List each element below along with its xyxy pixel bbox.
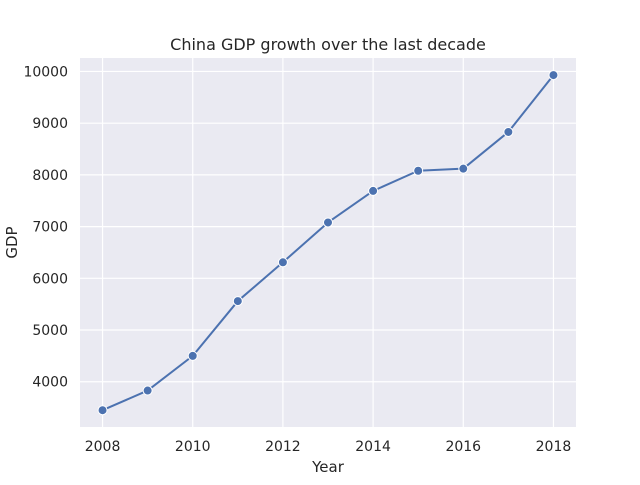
x-tick-label: 2016 [445, 439, 481, 455]
x-axis-label: Year [311, 458, 345, 476]
x-axis-ticks: 2008 2010 2012 2014 2016 2018 [85, 439, 572, 455]
data-point [503, 126, 514, 137]
data-point [368, 185, 379, 196]
y-tick-label: 7000 [32, 220, 68, 236]
x-tick-label: 2008 [85, 439, 121, 455]
plot-area [80, 58, 576, 427]
data-point [323, 217, 333, 228]
data-point [187, 350, 198, 361]
y-tick-label: 10000 [23, 64, 68, 80]
y-tick-label: 5000 [32, 323, 68, 339]
x-tick-label: 2018 [536, 439, 572, 455]
chart-title: China GDP growth over the last decade [170, 35, 486, 54]
data-point [548, 70, 559, 81]
data-point [413, 165, 424, 176]
x-tick-label: 2014 [355, 439, 391, 455]
data-points [97, 70, 559, 416]
data-point [232, 296, 243, 307]
y-tick-label: 6000 [32, 271, 68, 287]
x-tick-label: 2012 [265, 439, 301, 455]
data-point [458, 163, 469, 174]
y-tick-label: 4000 [32, 375, 68, 391]
grid-lines [80, 58, 576, 427]
y-axis-label: GDP [3, 226, 21, 258]
data-point [277, 257, 288, 268]
x-tick-label: 2010 [175, 439, 211, 455]
data-point [142, 385, 153, 396]
data-point [97, 405, 108, 416]
y-tick-label: 8000 [32, 168, 68, 184]
y-axis-ticks: 4000 5000 6000 7000 8000 9000 10000 [23, 64, 68, 390]
y-tick-label: 9000 [32, 116, 68, 132]
